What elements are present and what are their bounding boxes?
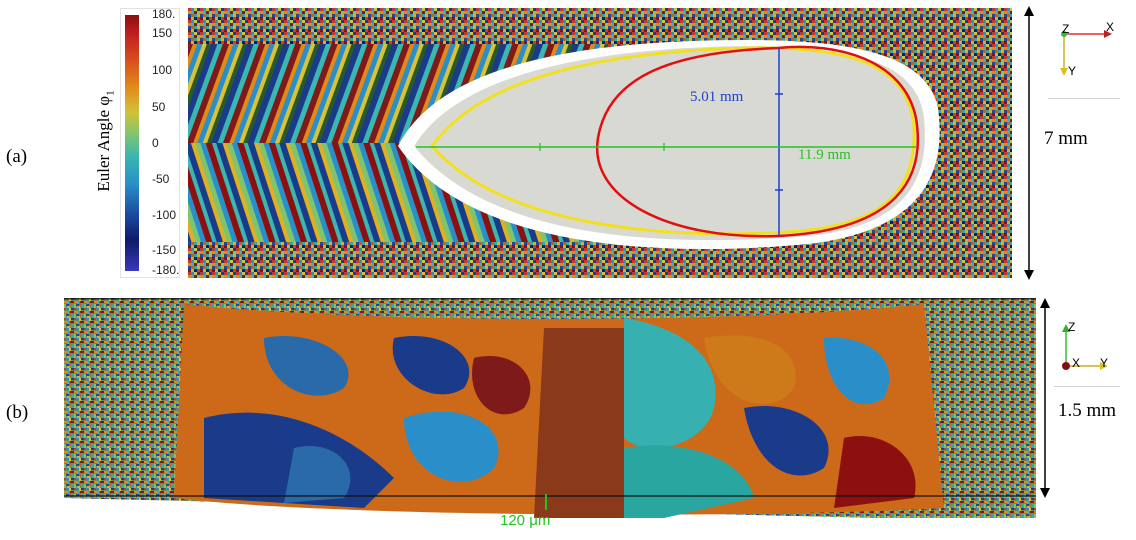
axes-triad-top: Z X Y (1048, 20, 1120, 99)
colorbar-tick: 150 (152, 26, 173, 40)
triad-z-label: Z (1062, 22, 1070, 36)
triad-y-label: Y (1100, 356, 1109, 370)
scale-arrow-bottom (1038, 298, 1052, 498)
colorbar-tick: 100 (152, 63, 173, 77)
triad-z-label: Z (1068, 320, 1076, 334)
scale-label-top: 7 mm (1044, 128, 1088, 149)
axes-triad-top-svg (1060, 30, 1112, 76)
axes-triad-bottom: Z X Y (1054, 318, 1120, 387)
grain-map-bottom-svg (64, 298, 1036, 518)
scale-arrow-top-svg (1024, 6, 1034, 280)
colorbar-tick: -150 (152, 243, 177, 257)
grain-map-top (188, 8, 1012, 278)
depth-measurement-label: 5.01 mm (690, 89, 744, 105)
triad-x-label: X (1072, 356, 1081, 370)
scale-arrow-top (1022, 6, 1036, 280)
colorbar-tick: -50 (152, 172, 170, 186)
scale-arrow-bottom-svg (1040, 298, 1050, 498)
colorbar-tick: 50 (152, 100, 166, 114)
bottom-measurement-label: 120 μm (500, 512, 551, 529)
colorbar-tick: -180. (152, 263, 180, 277)
axes-triad-bottom-svg (1062, 324, 1108, 370)
scale-label-bottom: 1.5 mm (1058, 400, 1117, 421)
grain-map-bottom (64, 298, 1036, 518)
triad-x-label: X (1106, 20, 1115, 34)
colorbar-title: Euler Angle φ1 (94, 90, 117, 192)
panel-b-label: (b) (6, 402, 29, 423)
colorbar (120, 8, 180, 278)
panel-a-label: (a) (6, 146, 28, 167)
colorbar-tick: 180. (152, 7, 176, 21)
colorbar-gradient (125, 15, 139, 271)
colorbar-tick: 0 (152, 136, 159, 150)
length-measurement-label: 11.9 mm (798, 147, 851, 163)
triad-y-label: Y (1068, 64, 1077, 78)
colorbar-tick: -100 (152, 208, 177, 222)
grain-map-top-svg (188, 8, 1012, 278)
